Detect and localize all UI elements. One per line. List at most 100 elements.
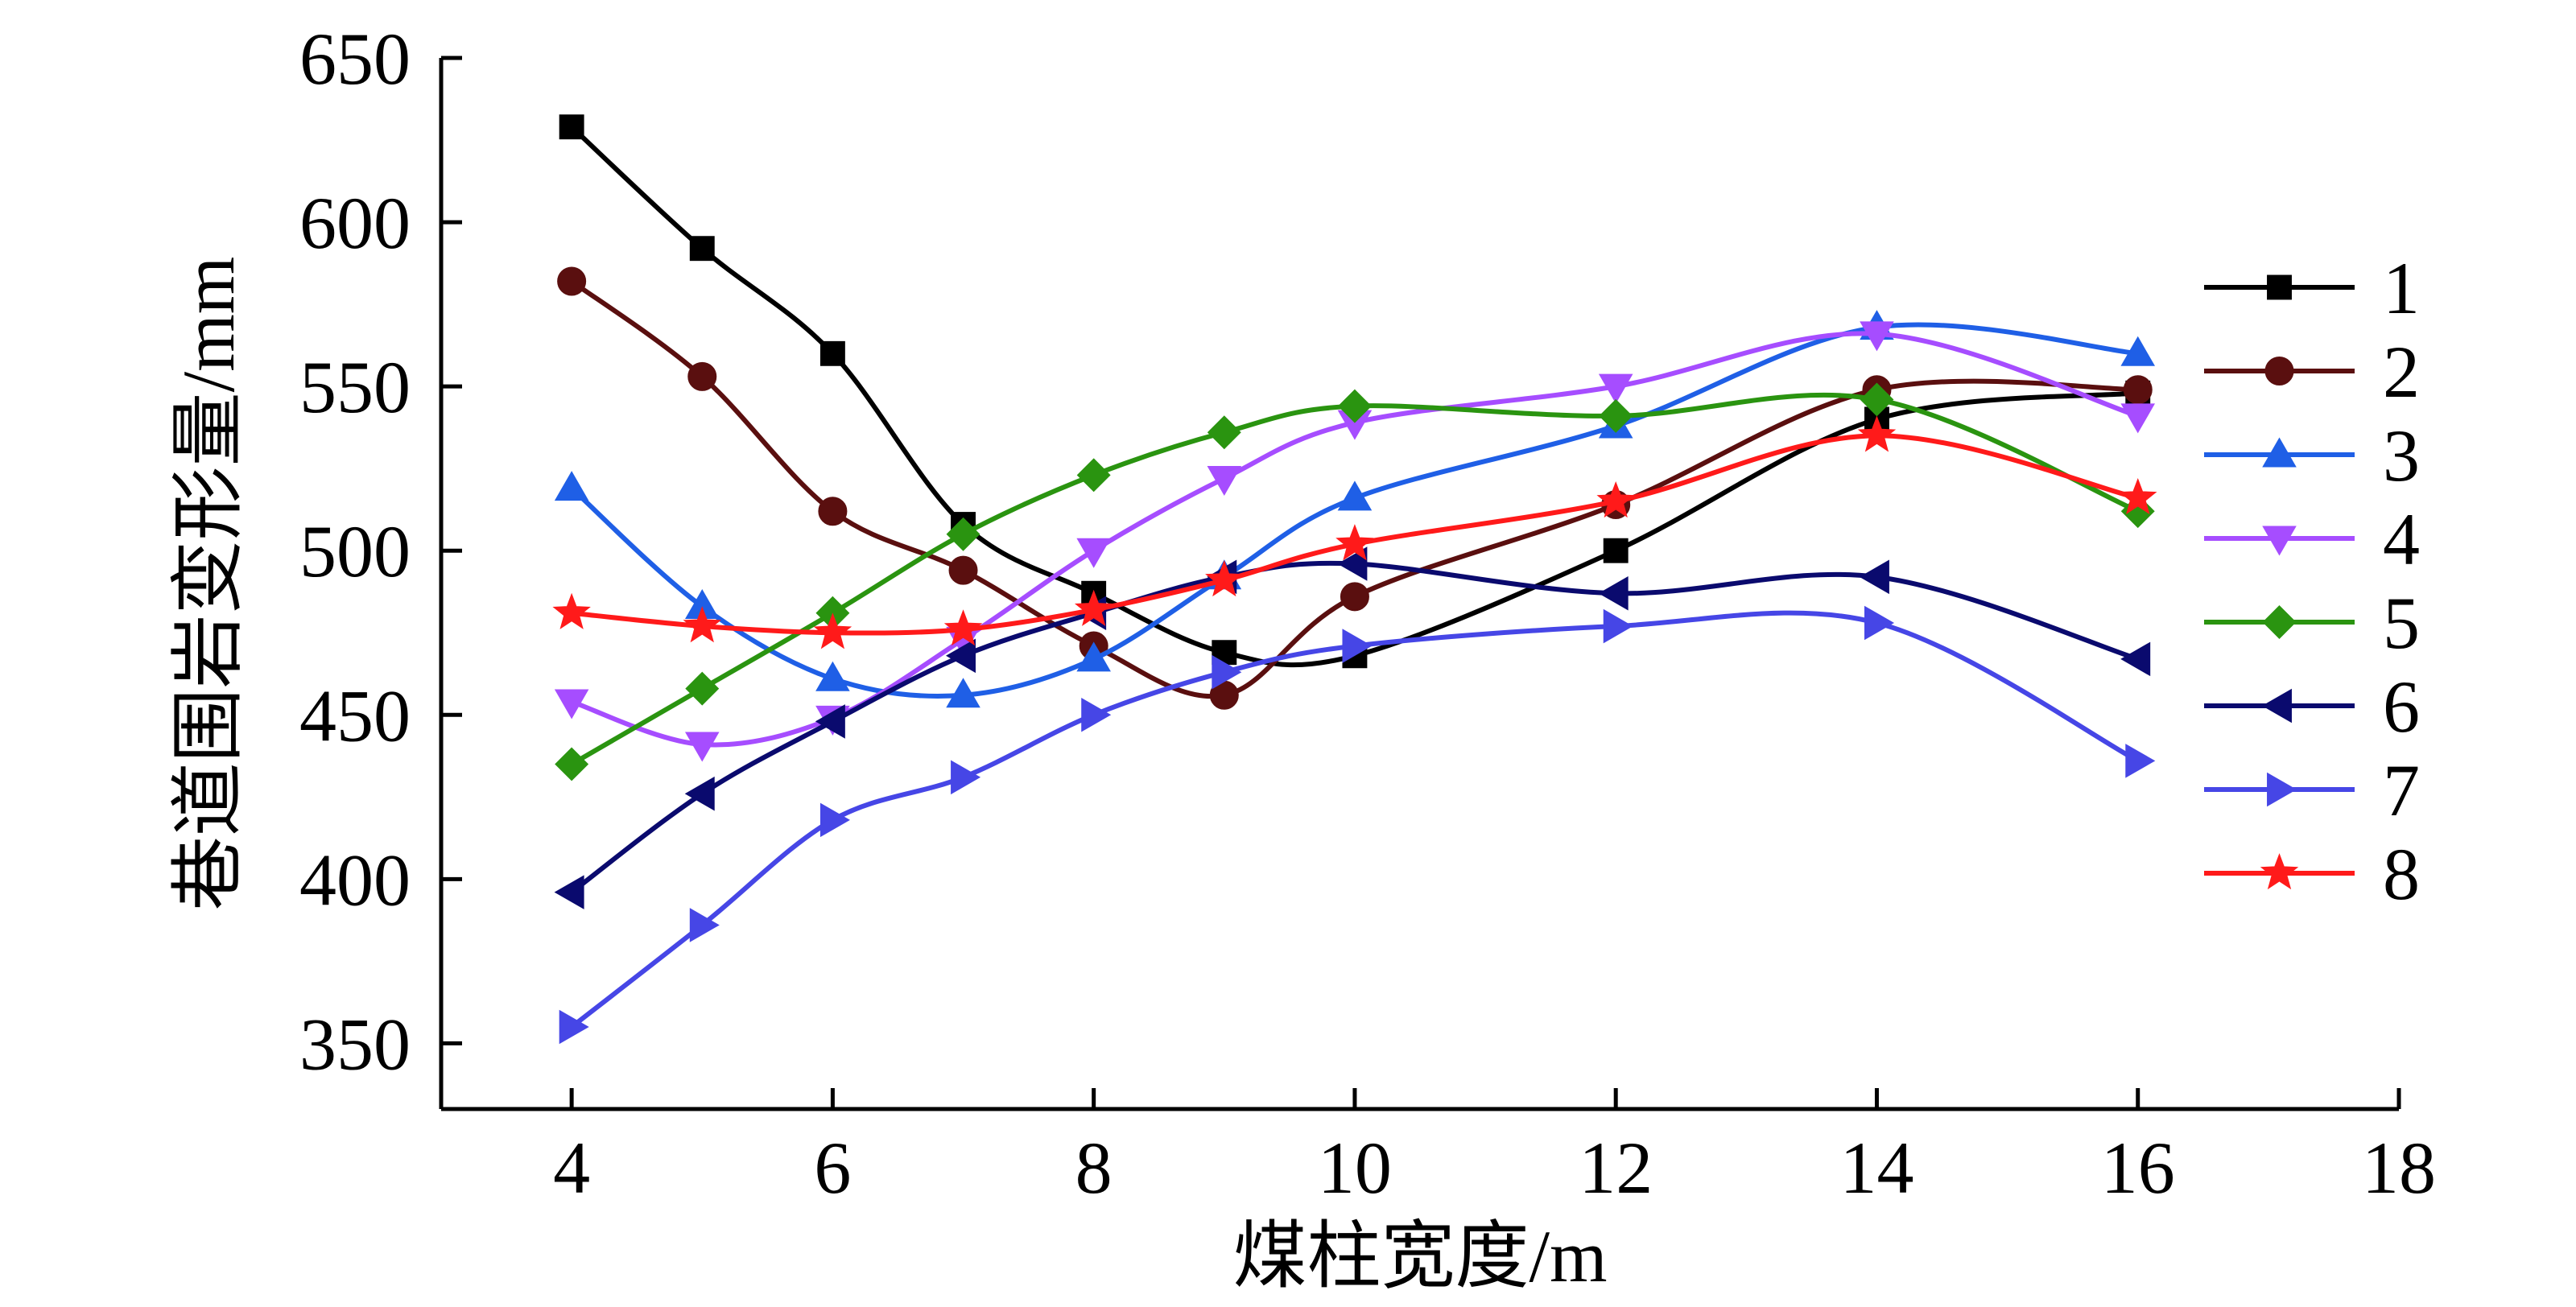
series-3-point <box>1076 641 1111 672</box>
series-6-point <box>684 776 715 811</box>
x-tick-label: 16 <box>2101 1127 2175 1209</box>
y-tick-label: 600 <box>299 182 411 264</box>
series-8-point <box>1857 415 1897 452</box>
series-4-point <box>684 732 720 762</box>
series-1-point <box>819 340 845 366</box>
y-tick-label: 500 <box>299 510 411 592</box>
series-6-point <box>945 638 976 674</box>
series-4-point <box>1860 321 1894 352</box>
series-4-point <box>2120 403 2156 434</box>
series-5-point <box>1860 382 1894 417</box>
x-tick-label: 8 <box>1075 1127 1113 1209</box>
series-3-point <box>1337 480 1373 511</box>
legend-entry-8: 8 <box>2204 833 2420 915</box>
series-7-point <box>1603 608 1633 644</box>
x-tick-label: 18 <box>2362 1127 2436 1209</box>
legend-entry-3: 3 <box>2204 414 2420 497</box>
series-6-point <box>1859 559 1889 595</box>
series-3-point <box>2120 336 2156 366</box>
series-7-point <box>1081 697 1112 732</box>
series-5-point <box>685 671 720 706</box>
legend-marker <box>2267 274 2292 300</box>
series-2-point <box>687 361 717 391</box>
series-8-point <box>1596 481 1635 518</box>
x-tick-label: 6 <box>814 1127 851 1209</box>
legend-entry-7: 7 <box>2204 749 2420 831</box>
legend-marker <box>2260 853 2299 890</box>
series-6-point <box>815 704 845 739</box>
series-5-point <box>555 747 589 781</box>
series-1 <box>559 114 2151 669</box>
series-5-point <box>946 517 980 551</box>
x-axis-ticks: 4 6 8 10 12 14 16 18 <box>553 1088 2436 1209</box>
x-tick-label: 10 <box>1318 1127 1392 1209</box>
legend-label: 4 <box>2383 498 2420 580</box>
y-tick-label: 400 <box>299 839 411 921</box>
legend-marker <box>2262 526 2297 556</box>
series-5-point <box>1599 398 1633 433</box>
series-7-point <box>689 908 720 942</box>
series-1-line <box>569 124 2140 668</box>
series-8-point <box>2119 477 2157 515</box>
series-6-point <box>1598 575 1629 611</box>
y-axis-title: 巷道围岩变形量/mm <box>167 257 250 911</box>
legend-entry-2: 2 <box>2204 331 2420 413</box>
legend-label: 2 <box>2383 331 2420 413</box>
legend-marker <box>2264 357 2294 386</box>
series-3-point <box>554 471 589 501</box>
legend-label: 1 <box>2383 247 2420 329</box>
y-tick-label: 350 <box>299 1003 411 1085</box>
series-5-point <box>1207 415 1241 450</box>
legend-label: 3 <box>2383 414 2420 497</box>
series-8-point <box>813 612 852 649</box>
series-4-point <box>1598 373 1633 404</box>
series-8-point <box>683 606 721 643</box>
x-tick-label: 14 <box>1839 1127 1913 1209</box>
series-7-point <box>1342 629 1373 663</box>
legend-label: 7 <box>2383 749 2420 831</box>
series-2-point <box>1340 582 1369 612</box>
series-2-point <box>948 555 978 585</box>
series-5-point <box>1337 389 1372 423</box>
legend-label: 6 <box>2383 666 2420 748</box>
series-7 <box>559 605 2156 1045</box>
series-7-point <box>2125 744 2156 778</box>
series-7-point <box>951 760 981 795</box>
series-8-point <box>1074 589 1113 626</box>
series-6-point <box>1337 546 1368 581</box>
series-4-point <box>1076 538 1111 568</box>
x-axis-title: 煤柱宽度/m <box>1232 1215 1607 1297</box>
series-8-point <box>1335 524 1374 561</box>
series-layer <box>552 114 2157 1045</box>
series-4-point <box>554 689 589 719</box>
series-8-point <box>552 592 591 629</box>
x-tick-label: 12 <box>1579 1127 1653 1209</box>
y-tick-label: 550 <box>299 346 411 428</box>
series-8-point <box>1205 559 1244 597</box>
x-tick-label: 4 <box>553 1127 590 1209</box>
series-7-line <box>569 610 2140 1029</box>
y-axis-ticks: 350 400 450 500 550 600 650 <box>299 18 462 1085</box>
series-1-point <box>1603 538 1629 563</box>
series-7-point <box>819 802 850 838</box>
series-2-point <box>557 266 587 296</box>
legend-marker <box>2262 437 2297 468</box>
series-2-point <box>2123 375 2153 405</box>
y-tick-label: 650 <box>299 18 411 100</box>
series-3-point <box>946 678 980 708</box>
series-8-point <box>943 609 983 646</box>
y-tick-label: 450 <box>299 674 411 757</box>
series-1-point <box>689 236 715 262</box>
series-7-point <box>1212 654 1242 690</box>
legend-label: 8 <box>2383 833 2420 915</box>
legend-label: 5 <box>2383 582 2420 664</box>
series-6-point <box>554 875 584 909</box>
series-1-point <box>559 114 584 140</box>
series-7-point <box>1864 605 1895 641</box>
series-3-point <box>815 661 850 691</box>
series-6-point <box>2120 641 2151 677</box>
series-7-point <box>559 1009 589 1045</box>
legend-marker <box>2267 772 2297 807</box>
